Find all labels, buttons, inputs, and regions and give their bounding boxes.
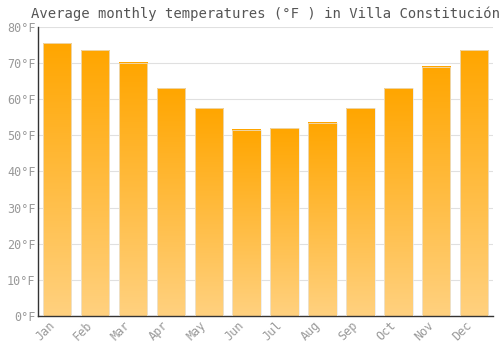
Bar <box>194 108 223 316</box>
Bar <box>422 66 450 316</box>
Bar <box>81 50 110 316</box>
Bar <box>346 108 374 316</box>
Bar <box>308 122 336 316</box>
Bar <box>43 43 72 316</box>
Bar <box>270 128 299 316</box>
Title: Average monthly temperatures (°F ) in Villa Constitución: Average monthly temperatures (°F ) in Vi… <box>31 7 500 21</box>
Bar <box>460 50 488 316</box>
Bar <box>232 130 261 316</box>
Bar <box>119 63 147 316</box>
Bar <box>384 88 412 316</box>
Bar <box>156 88 185 316</box>
